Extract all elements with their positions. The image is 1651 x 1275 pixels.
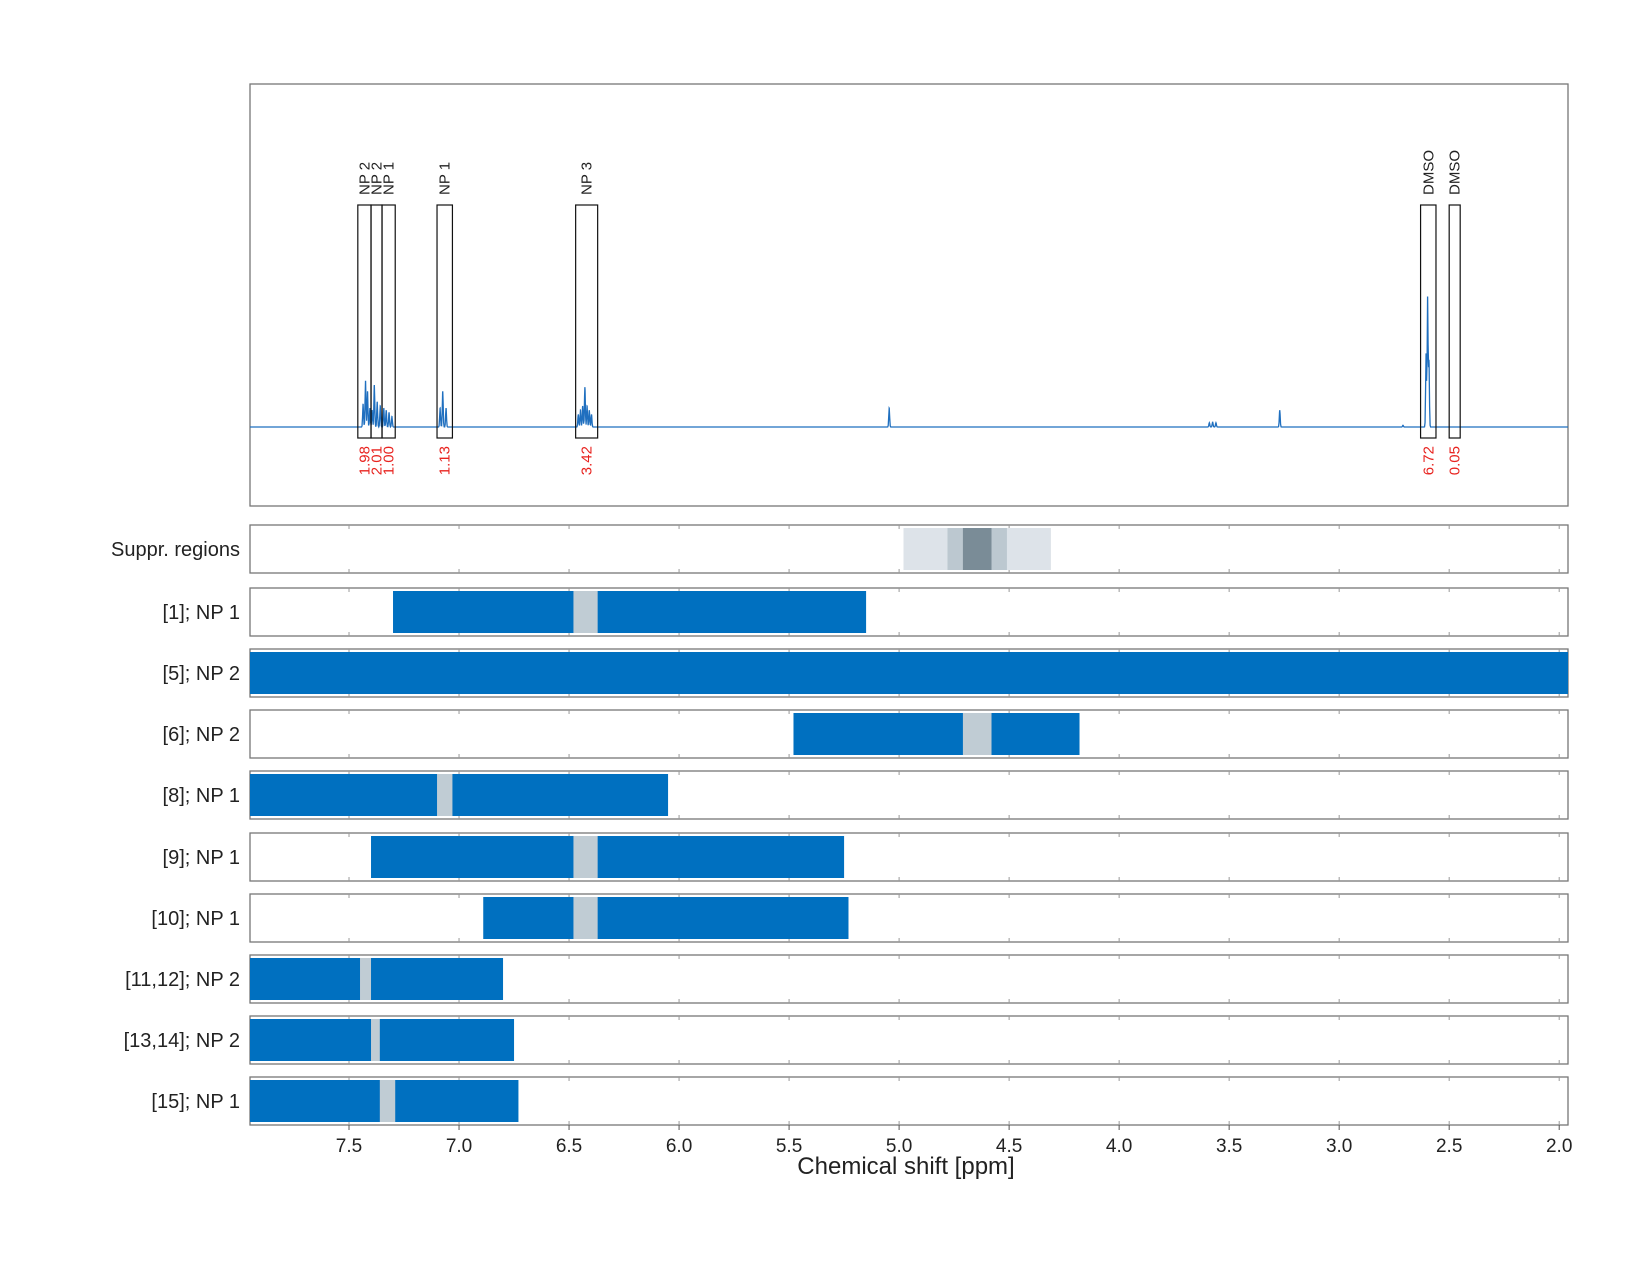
spectrum-panel: NP 2 1.98 NP 2 2.01 NP 1 1.00 NP 1 1.13 NP 3 3.42… [249, 83, 1569, 507]
x-tick-label: 7.0 [446, 1136, 472, 1157]
range-row: [15]; NP 1 [151, 1076, 1569, 1126]
range-bar [793, 713, 1080, 755]
row-label: Suppr. regions [111, 539, 240, 561]
integral-value: 2.01 [369, 446, 386, 475]
x-tick-label: 3.0 [1326, 1136, 1352, 1157]
x-axis: 7.5 7.0 6.5 6.0 5.5 5.0 4.5 4.0 3.5 3.0 2.5 2.0 [336, 1125, 1572, 1157]
peak-region-label: NP 1 [381, 162, 398, 195]
range-row: [6]; NP 2 [163, 709, 1569, 759]
integral-value: 1.13 [437, 446, 454, 475]
suppression-segment [962, 528, 992, 570]
spectrum-line [250, 296, 1568, 429]
range-row: [5]; NP 2 [163, 648, 1569, 698]
range-bar [250, 652, 1568, 694]
x-tick-label: 5.5 [776, 1136, 802, 1157]
peak-region-box [436, 204, 454, 439]
range-bar [483, 897, 849, 939]
row-frame [249, 893, 1569, 943]
integral-value: 0.05 [1447, 446, 1464, 475]
range-gap [573, 836, 598, 878]
row-label: [15]; NP 1 [151, 1091, 240, 1113]
peak-region-label: DMSO [1447, 150, 1464, 195]
x-tick-label: 6.0 [666, 1136, 692, 1157]
peak-region-box [381, 204, 396, 439]
range-row: [10]; NP 1 [151, 893, 1569, 943]
row-label: [11,12]; NP 2 [125, 969, 240, 991]
range-row: [9]; NP 1 [163, 832, 1569, 882]
peak-region-label: NP 3 [579, 162, 596, 195]
range-bar [250, 774, 669, 816]
range-bar [250, 958, 504, 1000]
spectrum-frame [249, 83, 1569, 507]
range-gap [573, 897, 598, 939]
range-gap [371, 1019, 380, 1061]
range-gap [573, 591, 598, 633]
integral-value: 6.72 [1420, 446, 1437, 475]
row-label: [10]; NP 1 [151, 908, 240, 930]
x-tick-label: 7.5 [336, 1136, 362, 1157]
row-label: [5]; NP 2 [163, 663, 240, 685]
integral-value: 3.42 [579, 446, 596, 475]
row-label: [8]; NP 1 [163, 785, 240, 807]
peak-region-box [575, 204, 599, 439]
range-row: [1]; NP 1 [163, 587, 1569, 637]
row-label: [13,14]; NP 2 [124, 1030, 240, 1052]
suppression-row: Suppr. regions [111, 524, 1569, 574]
integral-value: 1.00 [381, 446, 398, 475]
x-tick-label: 4.5 [996, 1136, 1022, 1157]
peak-region-box [1419, 204, 1437, 439]
row-label: [1]; NP 1 [163, 602, 240, 624]
integral-value: 1.98 [356, 446, 373, 475]
row-label: [9]; NP 1 [163, 847, 240, 869]
x-tick-label: 3.5 [1216, 1136, 1242, 1157]
peak-region-label: DMSO [1420, 150, 1437, 195]
x-tick-label: 2.5 [1436, 1136, 1462, 1157]
range-gap [962, 713, 992, 755]
range-gap [360, 958, 372, 1000]
x-tick-label: 4.0 [1106, 1136, 1132, 1157]
row-label: [6]; NP 2 [163, 724, 240, 746]
range-bar [371, 836, 845, 878]
peak-region-label: NP 2 [369, 162, 386, 195]
range-gap [379, 1080, 396, 1122]
range-row: [8]; NP 1 [163, 770, 1569, 820]
peak-region-label: NP 1 [437, 162, 454, 195]
range-bar [393, 591, 867, 633]
range-gap [437, 774, 453, 816]
range-bar [250, 1019, 515, 1061]
peak-region-label: NP 2 [356, 162, 373, 195]
x-tick-label: 6.5 [556, 1136, 582, 1157]
x-tick-label: 5.0 [886, 1136, 912, 1157]
peak-region-box [1448, 204, 1461, 439]
range-row: [11,12]; NP 2 [125, 954, 1569, 1004]
range-row: [13,14]; NP 2 [124, 1015, 1569, 1065]
x-tick-label: 2.0 [1546, 1136, 1572, 1157]
range-rows: Suppr. regions [1]; NP 1 [5]; NP 2 [6]; NP … [111, 524, 1569, 1126]
x-axis-title: Chemical shift [ppm] [797, 1153, 1014, 1180]
